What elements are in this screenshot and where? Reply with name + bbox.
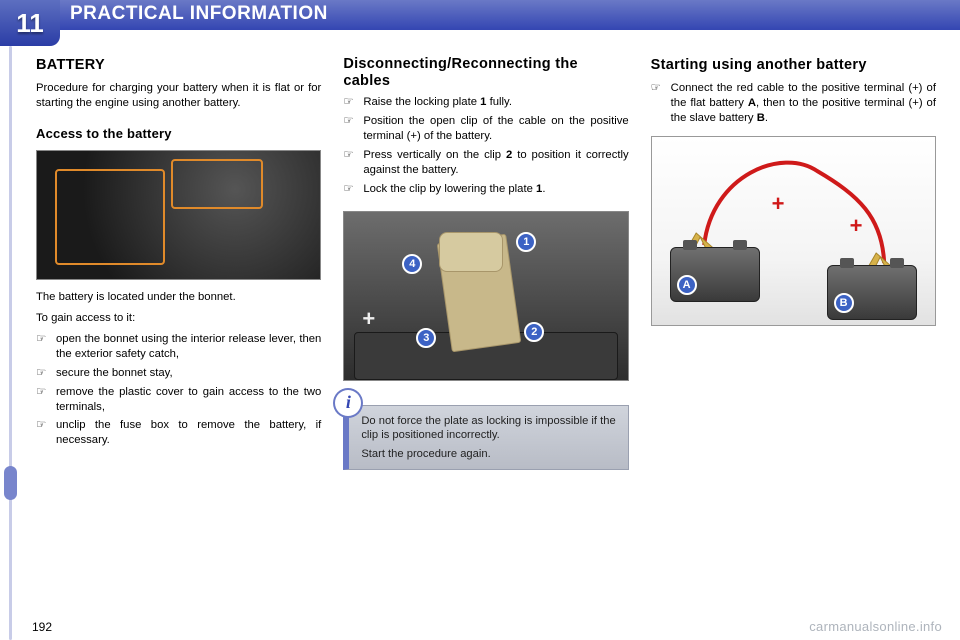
column-1: BATTERY Procedure for charging your batt… [36, 56, 321, 616]
bullet-icon: ☞ [343, 148, 355, 178]
list-item: ☞ Raise the locking plate 1 fully. [343, 95, 628, 110]
bullet-icon: ☞ [36, 418, 48, 448]
callout-line-1: Do not force the plate as locking is imp… [361, 414, 617, 443]
watermark: carmanualsonline.info [809, 619, 942, 634]
col1-subheading: Access to the battery [36, 125, 321, 142]
callout-line-2: Start the procedure again. [361, 447, 617, 462]
left-edge-nub [4, 466, 17, 500]
column-3: Starting using another battery ☞Connect … [651, 56, 936, 616]
list-item-text: remove the plastic cover to gain access … [56, 385, 321, 415]
col1-intro: Procedure for charging your battery when… [36, 81, 321, 111]
battery-b: B [827, 265, 917, 320]
page-number: 192 [32, 620, 52, 634]
bullet-icon: ☞ [36, 385, 48, 415]
battery-label: A [677, 275, 697, 295]
bullet-icon: ☞ [343, 114, 355, 144]
bullet-icon: ☞ [651, 81, 663, 126]
list-item-text: Position the open clip of the cable on t… [363, 114, 628, 144]
photo-highlight [171, 159, 263, 209]
bullet-icon: ☞ [36, 332, 48, 362]
cable-clip-diagram: 1 2 3 4 + [343, 211, 628, 381]
plus-icon: + [772, 189, 785, 218]
col1-after-image: The battery is located under the bonnet. [36, 290, 321, 305]
chapter-tab: 11 [0, 0, 60, 46]
list-item-text: secure the bonnet stay, [56, 366, 321, 381]
step-number-badge: 3 [416, 328, 436, 348]
list-item: ☞ Press vertically on the clip 2 to posit… [343, 148, 628, 178]
list-item: ☞ Lock the clip by lowering the plate 1. [343, 182, 628, 197]
list-item: ☞Connect the red cable to the positive t… [651, 81, 936, 126]
info-callout: i Do not force the plate as locking is i… [343, 405, 628, 471]
step-number-badge: 4 [402, 254, 422, 274]
col3-list: ☞Connect the red cable to the positive t… [651, 81, 936, 126]
col1-lead: To gain access to it: [36, 311, 321, 326]
plus-icon: + [850, 211, 863, 240]
list-item-text: Raise the locking plate 1 fully. [363, 95, 628, 110]
left-edge-decor [0, 46, 14, 640]
plus-icon: + [362, 304, 375, 333]
list-item: ☞ secure the bonnet stay, [36, 366, 321, 381]
col1-list: ☞ open the bonnet using the interior rele… [36, 332, 321, 448]
list-item-text: open the bonnet using the interior relea… [56, 332, 321, 362]
col1-heading: BATTERY [36, 56, 321, 75]
list-item-text: unclip the fuse box to remove the batter… [56, 418, 321, 448]
bullet-icon: ☞ [343, 95, 355, 110]
list-item: ☞ remove the plastic cover to gain access… [36, 385, 321, 415]
photo-highlight [55, 169, 165, 265]
battery-label: B [834, 293, 854, 313]
battery-location-photo [36, 150, 321, 280]
col3-item-text: Connect the red cable to the positive te… [671, 81, 936, 126]
header: 11 PRACTICAL INFORMATION [0, 0, 960, 30]
list-item-text: Press vertically on the clip 2 to positi… [363, 148, 628, 178]
list-item: ☞ unclip the fuse box to remove the batte… [36, 418, 321, 448]
list-item: ☞ open the bonnet using the interior rele… [36, 332, 321, 362]
step-number-badge: 2 [524, 322, 544, 342]
jump-start-diagram: A B + + [651, 136, 936, 326]
chapter-title: PRACTICAL INFORMATION [70, 3, 328, 25]
col2-heading: Disconnecting/Reconnecting the cables [343, 56, 628, 89]
bullet-icon: ☞ [36, 366, 48, 381]
list-item: ☞ Position the open clip of the cable on … [343, 114, 628, 144]
left-edge-line [9, 46, 12, 640]
bullet-icon: ☞ [343, 182, 355, 197]
column-2: Disconnecting/Reconnecting the cables ☞ R… [343, 56, 628, 616]
list-item-text: Lock the clip by lowering the plate 1. [363, 182, 628, 197]
info-icon: i [335, 390, 361, 416]
step-number-badge: 1 [516, 232, 536, 252]
battery-a: A [670, 247, 760, 302]
content-area: BATTERY Procedure for charging your batt… [36, 56, 936, 616]
col2-list: ☞ Raise the locking plate 1 fully. ☞ Positi… [343, 95, 628, 196]
col3-heading: Starting using another battery [651, 56, 936, 75]
